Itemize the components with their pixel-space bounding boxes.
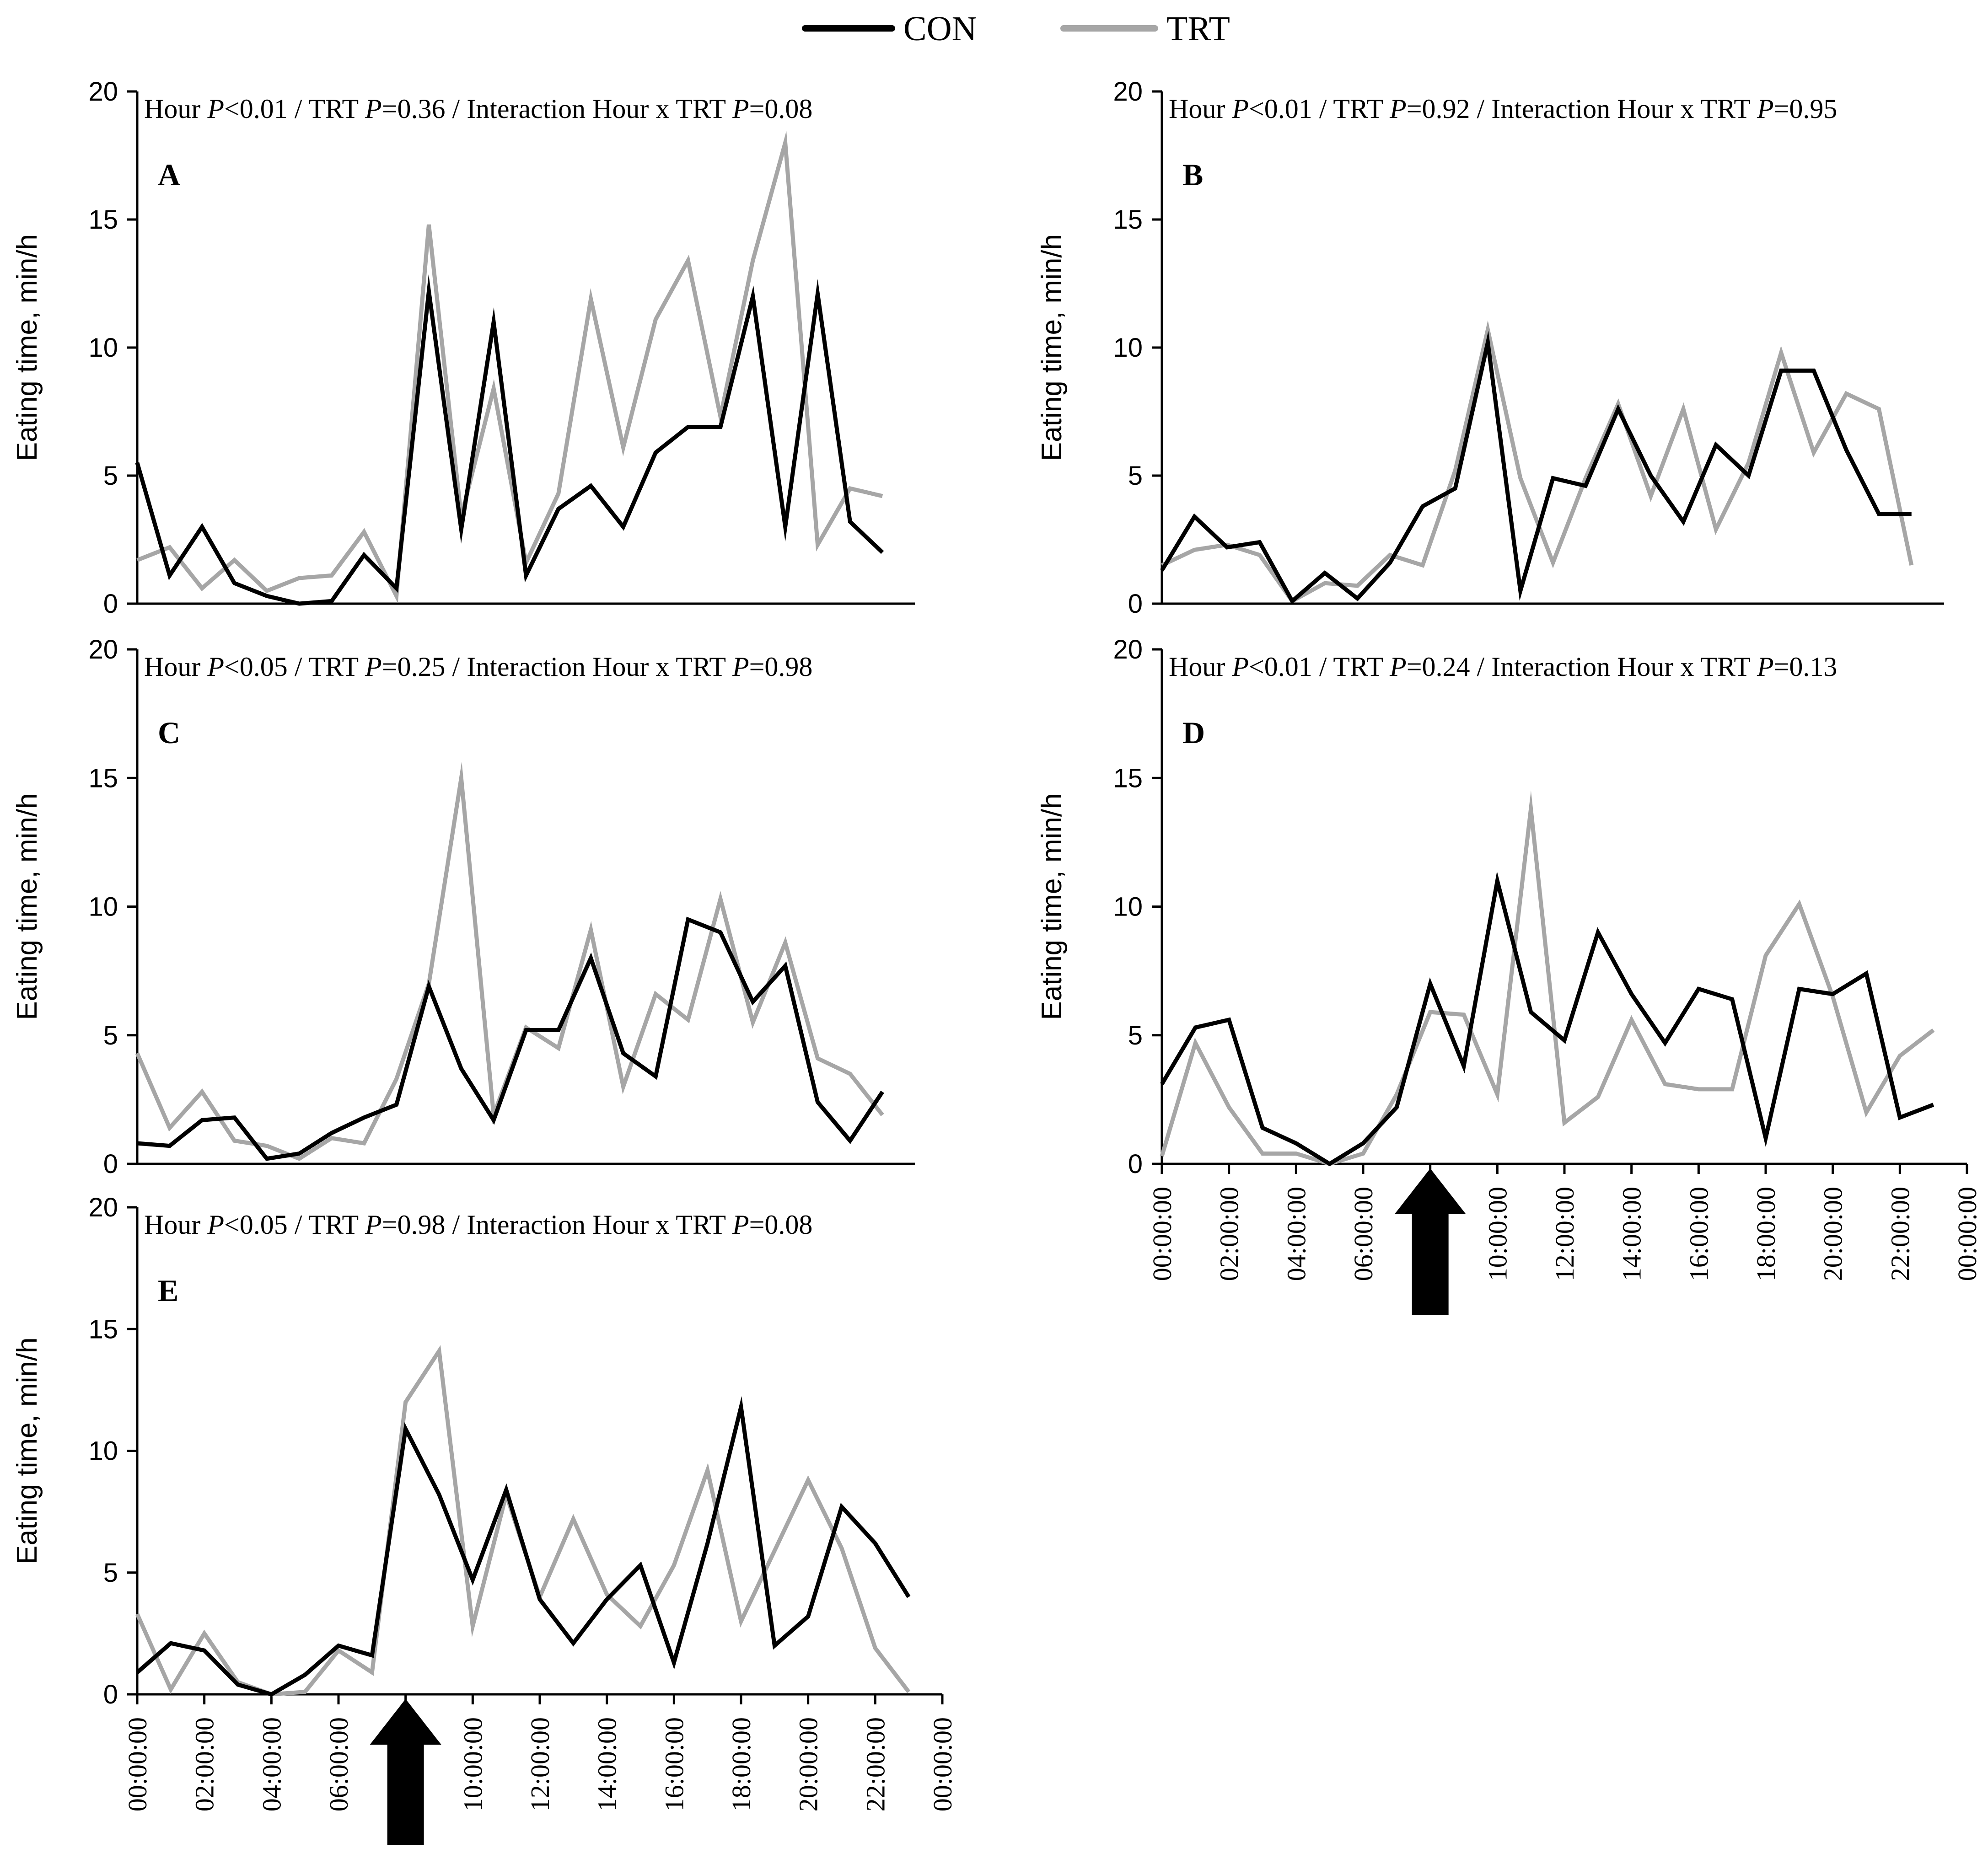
panel-c-series-con-line xyxy=(137,916,884,1161)
panel-e-x-tick-label: 00:00:00 xyxy=(123,1717,152,1811)
panel-a-y-tick-label: 15 xyxy=(88,205,118,235)
panel-a-y-tick-label: 0 xyxy=(103,589,118,619)
panel-d-stats: Hour P<0.01 / TRT P=0.24 / Interaction H… xyxy=(1169,652,1837,682)
panel-d-x-tick-label: 12:00:00 xyxy=(1550,1187,1580,1281)
panel-e-feeding-arrow xyxy=(370,1699,441,1845)
panel-a: 0 5 10 15 20 Eating time, min/h Hour P<0.01 / … xyxy=(11,77,915,619)
panel-e-y-axis-label: Eating time, min/h xyxy=(11,1337,43,1564)
panel-e-x-tick-label: 14:00:00 xyxy=(592,1717,622,1811)
panel-d-x-tick-label: 20:00:00 xyxy=(1818,1187,1848,1281)
panel-d-y-tick-label: 0 xyxy=(1128,1149,1143,1179)
panel-c-y-tick-label: 15 xyxy=(88,763,118,793)
panel-d-y-tick-label: 20 xyxy=(1113,635,1143,664)
panel-d-feeding-arrow xyxy=(1394,1168,1466,1315)
panel-d-series-trt-points xyxy=(1161,809,1934,1164)
panel-d-x-tick-label: 18:00:00 xyxy=(1751,1187,1781,1281)
panel-e-y-tick-label: 20 xyxy=(88,1193,118,1222)
panel-c: 0 5 10 15 20 Eating time, min/h Hour P<0.05 / … xyxy=(11,635,915,1179)
panel-b-y-tick-label: 10 xyxy=(1113,333,1143,363)
panel-a-y-tick-label: 5 xyxy=(103,461,118,491)
panel-d-y-tick-label: 10 xyxy=(1113,892,1143,922)
panel-e-x-tick-label: 18:00:00 xyxy=(726,1717,756,1811)
panel-b-series-con-line xyxy=(1160,330,1912,605)
panel-b-y-tick-label: 15 xyxy=(1113,205,1143,235)
panel-a-letter: A xyxy=(158,157,180,192)
panel-d-y-tick-label: 5 xyxy=(1128,1021,1143,1050)
panel-e-x-tick-label: 22:00:00 xyxy=(860,1717,890,1811)
panel-e-x-tick-label: 20:00:00 xyxy=(794,1717,823,1811)
panel-e-y-tick-label: 5 xyxy=(103,1558,118,1588)
panel-c-series-trt-points xyxy=(137,777,883,1159)
panel-c-series-con-points xyxy=(137,919,883,1159)
panel-d-x-tick-label: 14:00:00 xyxy=(1617,1187,1647,1281)
panel-d-series-trt-line xyxy=(1160,790,1935,1166)
panel-e-x-tick-label: 06:00:00 xyxy=(324,1717,354,1811)
panel-d-x-tick-label: 02:00:00 xyxy=(1214,1187,1244,1281)
panel-e-x-tick-label: 00:00:00 xyxy=(928,1717,957,1811)
panel-b: 0 5 10 15 20 Eating time, min/h Hour P<0.01 / … xyxy=(1036,77,1944,619)
panel-c-y-tick-label: 10 xyxy=(88,892,118,922)
panel-d-y-axis-label: Eating time, min/h xyxy=(1036,793,1068,1020)
panel-c-y-tick-label: 0 xyxy=(103,1149,118,1179)
panel-e-y-tick-label: 15 xyxy=(88,1314,118,1344)
panel-d-series-con-line xyxy=(1160,871,1934,1167)
panel-c-letter: C xyxy=(158,715,180,750)
panel-d-y-tick-label: 15 xyxy=(1113,763,1143,793)
panel-e-letter: E xyxy=(158,1273,178,1308)
panel-e-y-tick-label: 10 xyxy=(88,1436,118,1466)
panel-d-series-con-points xyxy=(1161,880,1934,1164)
panel-a-series-trt-points xyxy=(137,142,883,596)
panel-c-y-tick-label: 5 xyxy=(103,1021,118,1050)
panel-c-y-axis-label: Eating time, min/h xyxy=(11,793,43,1020)
panel-a-y-tick-label: 20 xyxy=(88,77,118,107)
panel-c-series-trt-line xyxy=(135,761,884,1161)
panel-d: 0 5 10 15 20 Eating time, min/h 00:00:00 02:00:… xyxy=(1036,635,1982,1315)
panel-b-stats: Hour P<0.01 / TRT P=0.92 / Interaction H… xyxy=(1169,94,1837,124)
legend-trt-label: TRT xyxy=(1166,10,1230,48)
panel-e-series-con-line xyxy=(136,1396,911,1697)
panel-d-x-tick-label: 04:00:00 xyxy=(1281,1187,1311,1281)
panel-d-x-tick-label: 10:00:00 xyxy=(1483,1187,1512,1281)
panel-d-x-tick-label: 00:00:00 xyxy=(1952,1187,1982,1281)
panel-e-stats: Hour P<0.05 / TRT P=0.98 / Interaction H… xyxy=(144,1210,812,1240)
panel-b-y-tick-label: 5 xyxy=(1128,461,1143,491)
panel-a-stats: Hour P<0.01 / TRT P=0.36 / Interaction H… xyxy=(144,94,812,124)
panel-e-x-tick-label: 10:00:00 xyxy=(458,1717,488,1811)
panel-d-x-tick-label: 06:00:00 xyxy=(1349,1187,1378,1281)
panel-a-y-axis-label: Eating time, min/h xyxy=(11,234,43,461)
legend-con-label: CON xyxy=(903,10,977,48)
panel-a-series-con-line xyxy=(135,274,884,606)
panel-d-x-tick-label: 16:00:00 xyxy=(1684,1187,1714,1281)
panel-b-series-con-points xyxy=(1161,342,1912,602)
panel-e-series-trt-points xyxy=(137,1350,909,1695)
panel-e-y-tick-label: 0 xyxy=(103,1680,118,1709)
legend: CON TRT xyxy=(802,10,1230,48)
panel-c-y-tick-label: 20 xyxy=(88,635,118,664)
panel-b-y-tick-label: 20 xyxy=(1113,77,1143,107)
panel-d-letter: D xyxy=(1182,715,1205,750)
panel-d-x-tick-label: 00:00:00 xyxy=(1147,1187,1177,1281)
panel-a-y-tick-label: 10 xyxy=(88,333,118,363)
panel-e: 0 5 10 15 20 Eating time, min/h 00:00:00 02:00:… xyxy=(11,1193,957,1845)
panel-e-x-tick-label: 04:00:00 xyxy=(257,1717,286,1811)
panel-e-x-tick-label: 12:00:00 xyxy=(525,1717,555,1811)
panel-a-series-trt-line xyxy=(136,131,883,604)
panels: 0 5 10 15 20 Eating time, min/h Hour P<0.01 / … xyxy=(11,77,1982,1845)
panel-e-x-tick-label: 16:00:00 xyxy=(659,1717,689,1811)
panel-c-stats: Hour P<0.05 / TRT P=0.25 / Interaction H… xyxy=(144,652,812,682)
panel-b-letter: B xyxy=(1182,157,1203,192)
panel-b-y-tick-label: 0 xyxy=(1128,589,1143,619)
panel-d-x-tick-label: 22:00:00 xyxy=(1885,1187,1915,1281)
panel-b-y-axis-label: Eating time, min/h xyxy=(1036,234,1068,461)
panel-e-series-trt-line xyxy=(135,1345,911,1697)
panel-e-x-tick-label: 02:00:00 xyxy=(190,1717,220,1811)
